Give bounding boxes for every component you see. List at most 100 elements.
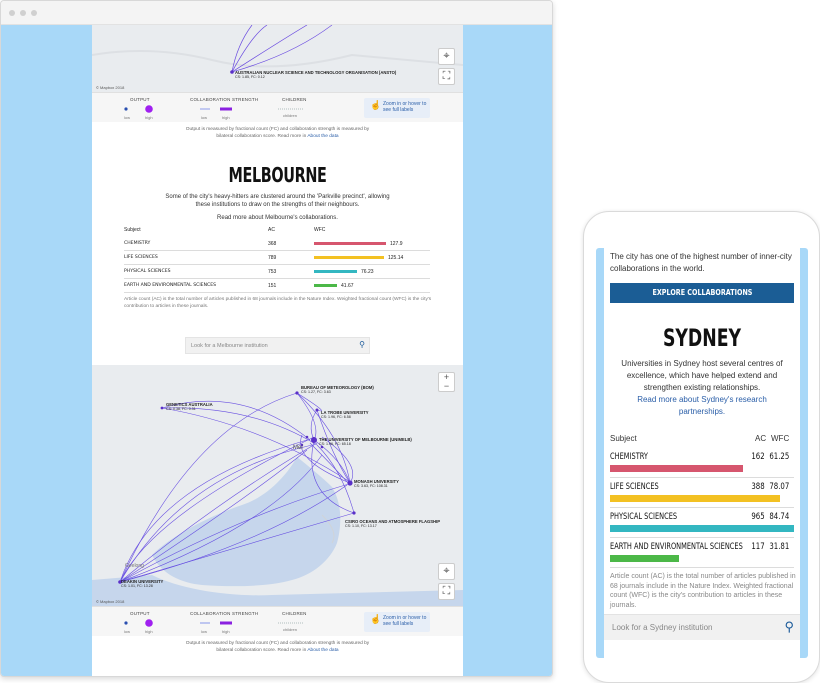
row-ac: 368: [268, 241, 277, 247]
row-ac: 151: [268, 283, 277, 289]
row-wfc: 76.23: [361, 269, 374, 275]
legend-children-title: CHILDREN: [282, 97, 307, 102]
mobile-header-wfc: WFC: [771, 434, 790, 443]
place-label-geelong: Geelong: [125, 563, 144, 569]
mobile-row-ac: 388: [751, 482, 765, 492]
measurement-note-2: Output is measured by fractional count (…: [185, 641, 370, 653]
row-subject: LIFE SCIENCES: [124, 255, 158, 260]
strength-scale-graphic-2: [200, 621, 232, 625]
mobile-header-subject: Subject: [610, 434, 637, 443]
row-wfc-bar: [314, 256, 384, 259]
mobile-row-wfc: 84.74: [769, 512, 789, 522]
window-minimize-dot[interactable]: [20, 10, 26, 16]
map-fullscreen-button-2[interactable]: ⛶: [438, 583, 455, 600]
map-label-monash[interactable]: MONASH UNIVERSITY CS: 3.63, FC: 108.31: [354, 479, 399, 488]
map-label-unimelb[interactable]: THE UNIVERSITY OF MELBOURNE (UNIMELB) CS:…: [319, 437, 412, 446]
output-scale-graphic: [124, 105, 153, 113]
mobile-row-values: 388 78.07: [751, 482, 789, 492]
melbourne-collaboration-map[interactable]: BUREAU OF METEOROLOGY (BOM) CS: 1.27, FC:…: [92, 365, 463, 606]
row-wfc-bar: [314, 242, 386, 245]
mobile-row-wfc-bar: [610, 555, 679, 562]
search-icon[interactable]: ⚲: [784, 619, 794, 634]
map-label-ansto[interactable]: AUSTRALIAN NUCLEAR SCIENCE AND TECHNOLOG…: [235, 70, 397, 79]
mobile-row-subject: EARTH AND ENVIRONMENTAL SCIENCES: [610, 542, 743, 552]
table-row: CHEMISTRY 368 127.9: [124, 237, 430, 251]
mobile-row-subject: CHEMISTRY: [610, 452, 648, 462]
mobile-header-ac: AC: [755, 434, 767, 443]
zoom-out-icon[interactable]: −: [443, 381, 450, 391]
mobile-intro-text: The city has one of the highest number o…: [610, 252, 792, 273]
melbourne-map-svg: [92, 391, 463, 606]
map-label-bom[interactable]: BUREAU OF METEOROLOGY (BOM) CS: 1.27, FC:…: [301, 385, 374, 394]
row-subject: EARTH AND ENVIRONMENTAL SCIENCES: [124, 283, 217, 288]
about-data-link-2[interactable]: About the data: [307, 648, 339, 653]
map-top-svg: [92, 25, 463, 74]
row-ac: 789: [268, 255, 277, 261]
row-subject: PHYSICAL SCIENCES: [124, 269, 171, 274]
mobile-row-ac: 162: [751, 452, 765, 462]
children-line-graphic-2: [278, 622, 304, 624]
deakin-node: [118, 580, 122, 584]
browser-viewport: AUSTRALIAN NUCLEAR SCIENCE AND TECHNOLOG…: [1, 25, 552, 676]
map-copyright-2: © Mapbox 2018: [96, 599, 125, 604]
map-label-latrobe[interactable]: LA TROBE UNIVERSITY CS: 1.96, FC: 6.58: [321, 410, 369, 419]
zoom-in-icon[interactable]: +: [443, 372, 450, 382]
legend-strength-title: COLLABORATION STRENGTH: [190, 97, 259, 102]
melbourne-search-input[interactable]: Look for a Melbourne institution ⚲: [185, 337, 370, 354]
row-ac: 753: [268, 269, 277, 275]
mobile-row-values: 965 84.74: [751, 512, 789, 522]
collaboration-map-top[interactable]: AUSTRALIAN NUCLEAR SCIENCE AND TECHNOLOG…: [92, 25, 463, 92]
legend-output-title: OUTPUT: [130, 97, 150, 102]
table-header-subject: Subject: [124, 227, 141, 233]
content-column: AUSTRALIAN NUCLEAR SCIENCE AND TECHNOLOG…: [92, 25, 463, 676]
row-wfc: 41.67: [341, 283, 354, 289]
mobile-row-wfc-bar: [610, 465, 743, 472]
mobile-row-ac: 117: [751, 542, 765, 552]
mobile-row-wfc-bar: [610, 495, 780, 502]
browser-titlebar: [1, 1, 552, 25]
place-label-melbourne: Mel: [293, 445, 303, 451]
map-copyright: © Mapbox 2018: [96, 85, 125, 90]
window-maximize-dot[interactable]: [31, 10, 37, 16]
bom-node: [295, 391, 299, 395]
mobile-table-row: EARTH AND ENVIRONMENTAL SCIENCES 117 31.8…: [610, 538, 794, 568]
map-reset-view-button-2[interactable]: ⌖: [438, 563, 455, 580]
map-zoom-controls[interactable]: + −: [438, 372, 455, 392]
map-label-genetics[interactable]: GENETICS AUSTRALIA CS: 0.38, FC: 0.31: [166, 402, 213, 411]
map-legend-2: OUTPUT low high COLLABORATION STRENGTH l…: [92, 606, 463, 636]
map-label-deakin[interactable]: DEAKIN UNIVERSITY CS: 1.01, FC: 13.28: [121, 579, 164, 588]
sydney-search-input[interactable]: Look for a Sydney institution ⚲: [604, 614, 800, 640]
map-fullscreen-button[interactable]: ⛶: [438, 68, 455, 85]
unimelb-node: [311, 437, 317, 443]
mobile-table-footnote: Article count (AC) is the total number o…: [610, 573, 796, 609]
about-data-link[interactable]: About the data: [307, 134, 339, 139]
table-header-ac: AC: [268, 227, 275, 233]
phone-mockup: The city has one of the highest number o…: [583, 211, 820, 683]
table-row: EARTH AND ENVIRONMENTAL SCIENCES 151 41.67: [124, 279, 430, 293]
city-title: MELBOURNE: [228, 163, 327, 187]
mobile-table-row: CHEMISTRY 162 61.25: [610, 448, 794, 478]
measurement-note: Output is measured by fractional count (…: [185, 127, 370, 139]
zoom-hint-text: Zoom in or hover to see full labels: [383, 101, 427, 113]
csiro-node: [352, 511, 356, 515]
table-footnote: Article count (AC) is the total number o…: [124, 297, 432, 309]
zoom-hint-box-2[interactable]: ☝ Zoom in or hover to see full labels: [364, 612, 430, 632]
table-header-wfc: WFC: [314, 227, 326, 233]
row-subject: CHEMISTRY: [124, 241, 151, 246]
mobile-row-wfc: 78.07: [769, 482, 789, 492]
mobile-row-ac: 965: [751, 512, 765, 522]
window-close-dot[interactable]: [9, 10, 15, 16]
table-row: LIFE SCIENCES 789 125.14: [124, 251, 430, 265]
mobile-row-values: 117 31.81: [751, 542, 789, 552]
zoom-hint-box[interactable]: ☝ Zoom in or hover to see full labels: [364, 98, 430, 118]
latrobe-node: [315, 408, 319, 412]
mobile-table-row: LIFE SCIENCES 388 78.07: [610, 478, 794, 508]
explore-collaborations-button[interactable]: EXPLORE COLLABORATIONS: [610, 283, 794, 303]
read-more-melbourne-link[interactable]: Read more about Melbourne's collaboratio…: [217, 215, 338, 221]
map-label-csiro[interactable]: CSIRO OCEANS AND ATMOSPHERE FLAGSHIP CS: …: [345, 519, 440, 528]
search-icon[interactable]: ⚲: [359, 340, 365, 349]
map-reset-view-button[interactable]: ⌖: [438, 48, 455, 65]
ansto-node[interactable]: [230, 70, 234, 74]
table-row: PHYSICAL SCIENCES 753 76.23: [124, 265, 430, 279]
read-more-sydney-link[interactable]: Read more about Sydney's research partne…: [637, 395, 767, 416]
